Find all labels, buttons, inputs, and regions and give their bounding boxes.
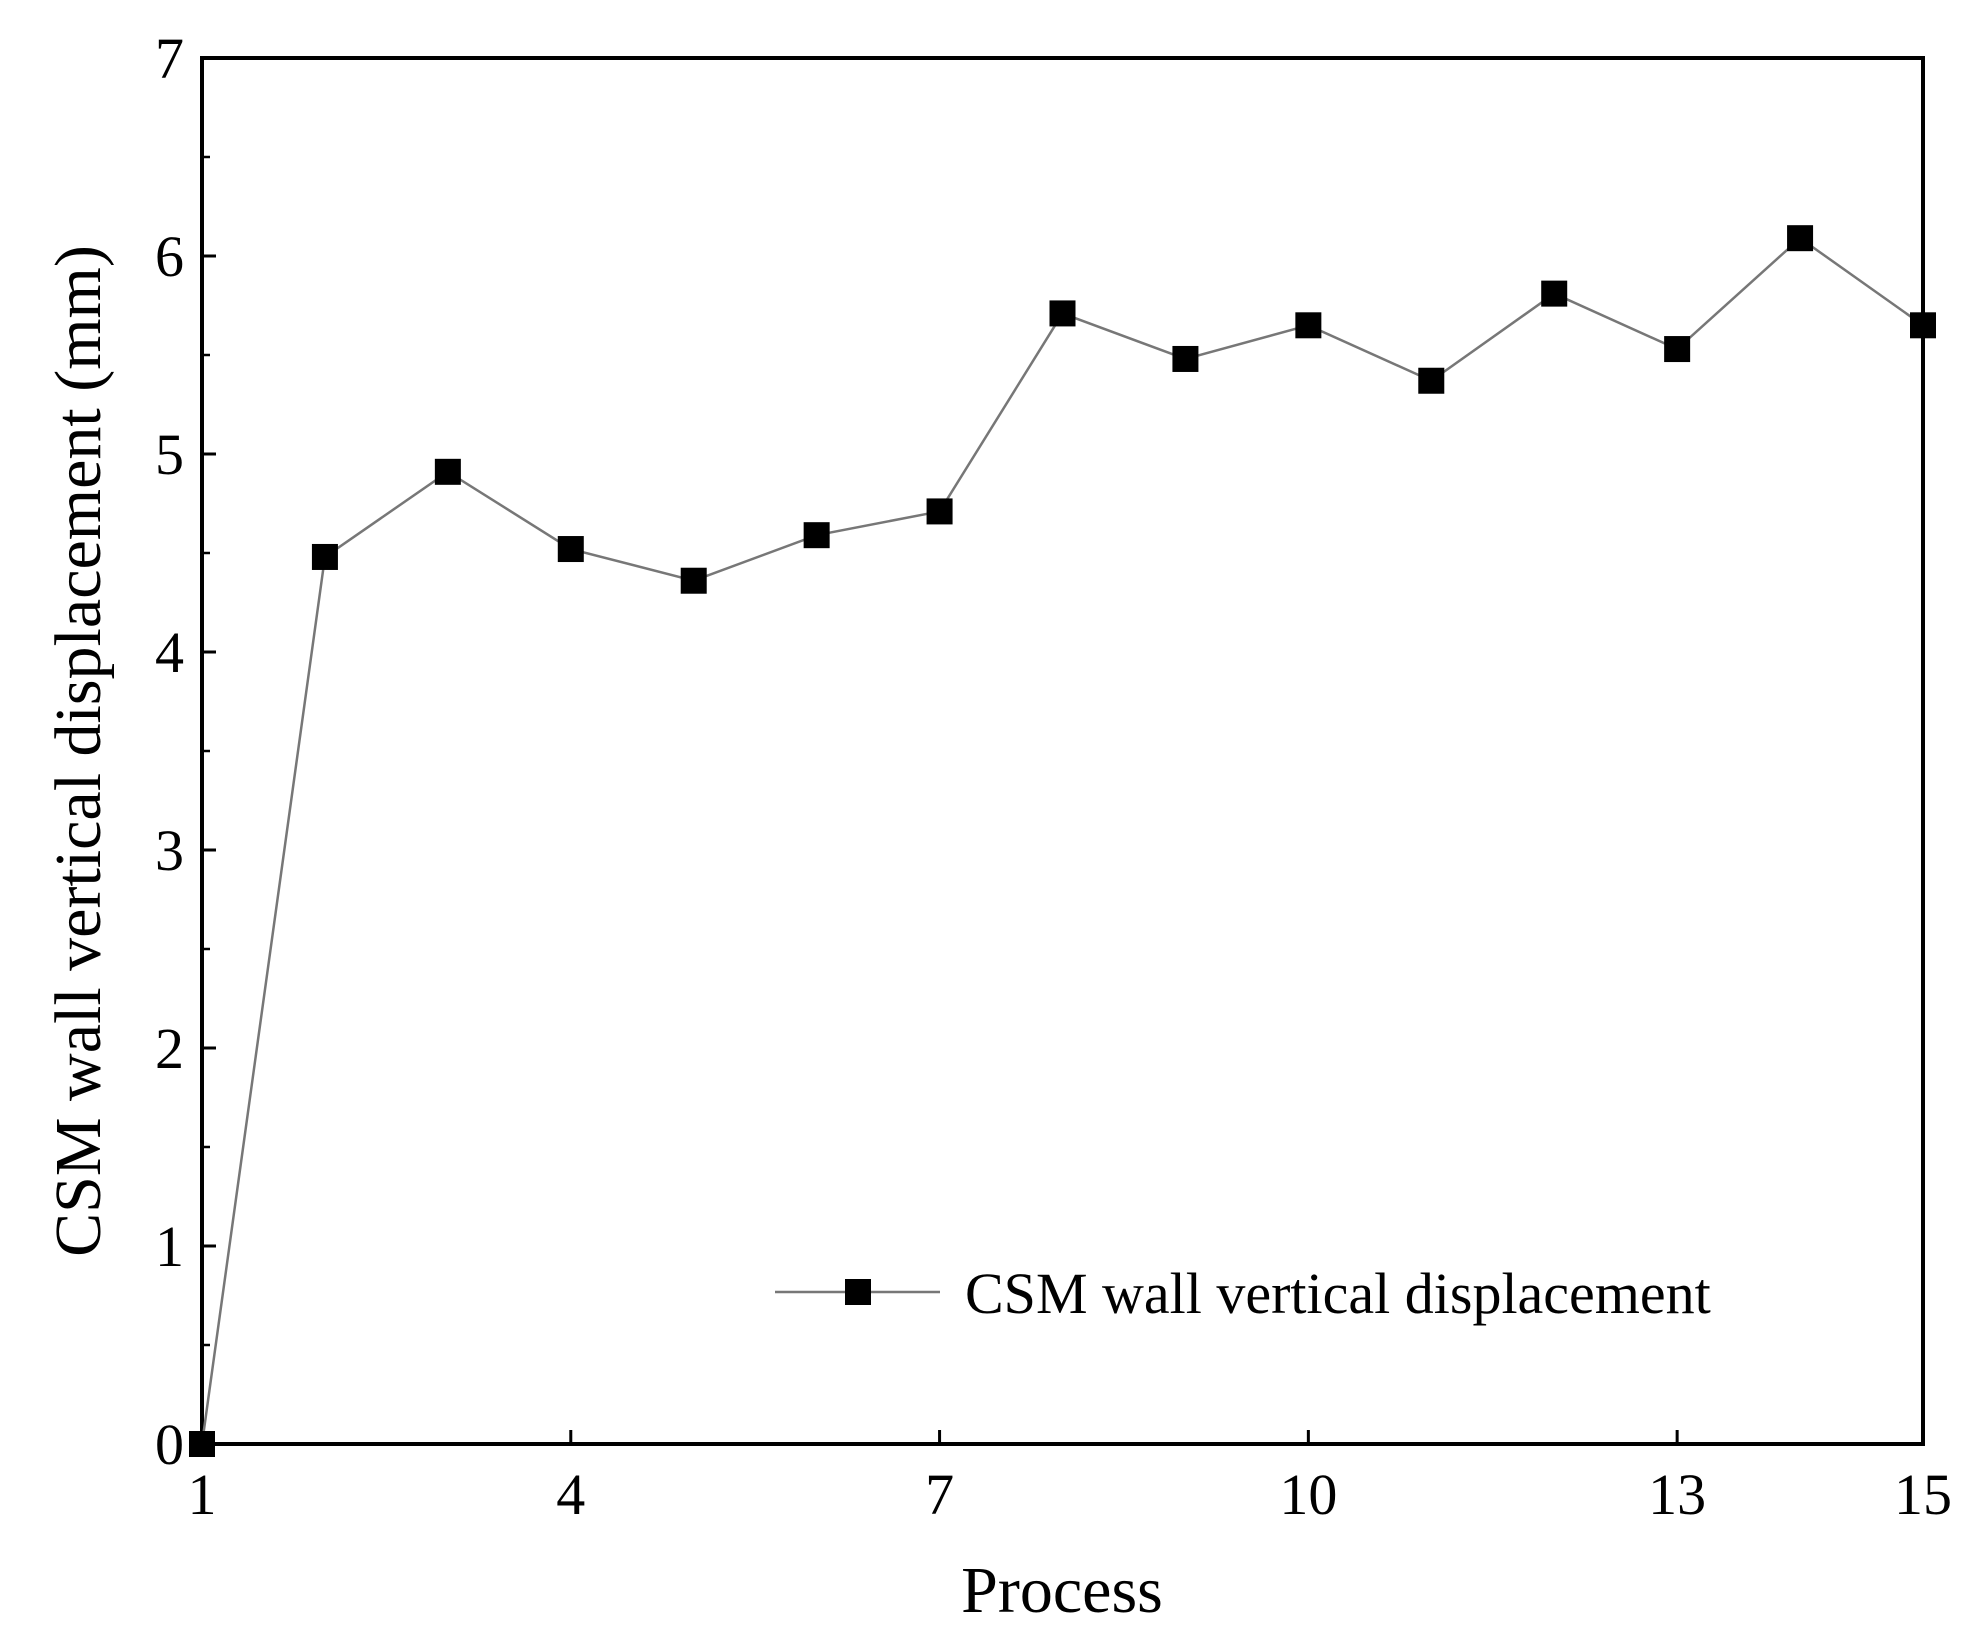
legend-marker-sample xyxy=(845,1279,871,1305)
y-tick-label: 1 xyxy=(155,1214,184,1279)
x-axis-ticks: 1 4 7 10 13 15 xyxy=(188,1430,1952,1527)
x-tick-label: 13 xyxy=(1648,1462,1706,1527)
y-tick-label: 6 xyxy=(155,224,184,289)
data-point-marker xyxy=(1910,312,1936,339)
y-tick-label: 0 xyxy=(155,1412,184,1477)
legend-label: CSM wall vertical displacement xyxy=(965,1261,1711,1326)
data-point-marker xyxy=(1541,280,1568,307)
x-tick-label: 15 xyxy=(1894,1462,1952,1527)
legend: CSM wall vertical displacement xyxy=(775,1261,1711,1326)
x-tick-label: 7 xyxy=(925,1462,954,1527)
y-tick-label: 7 xyxy=(155,26,184,91)
data-point-marker xyxy=(680,567,707,594)
data-point-marker xyxy=(557,536,584,563)
data-point-marker xyxy=(1787,225,1814,252)
data-point-marker xyxy=(434,458,461,485)
data-point-marker xyxy=(1172,345,1199,372)
data-point-marker xyxy=(311,543,338,570)
x-axis-title: Process xyxy=(961,1554,1163,1627)
data-point-marker xyxy=(1418,367,1445,394)
plot-frame xyxy=(200,56,1925,1446)
data-point-marker xyxy=(803,522,830,549)
y-tick-label: 3 xyxy=(155,818,184,883)
x-tick-label: 10 xyxy=(1279,1462,1337,1527)
y-axis-ticks: 0 1 2 3 4 5 6 7 xyxy=(155,26,216,1477)
y-tick-label: 4 xyxy=(155,620,184,685)
y-tick-label: 2 xyxy=(155,1016,184,1081)
x-tick-label: 1 xyxy=(188,1462,217,1527)
y-tick-label: 5 xyxy=(155,422,184,487)
y-axis-title: CSM wall vertical displacement (mm) xyxy=(42,245,115,1257)
data-point-marker xyxy=(1664,336,1691,363)
series-markers xyxy=(189,225,1936,1457)
data-point-marker xyxy=(1049,300,1076,327)
data-point-marker xyxy=(189,1431,215,1457)
x-tick-label: 4 xyxy=(556,1462,585,1527)
data-point-marker xyxy=(926,498,953,525)
data-point-marker xyxy=(1295,312,1322,339)
